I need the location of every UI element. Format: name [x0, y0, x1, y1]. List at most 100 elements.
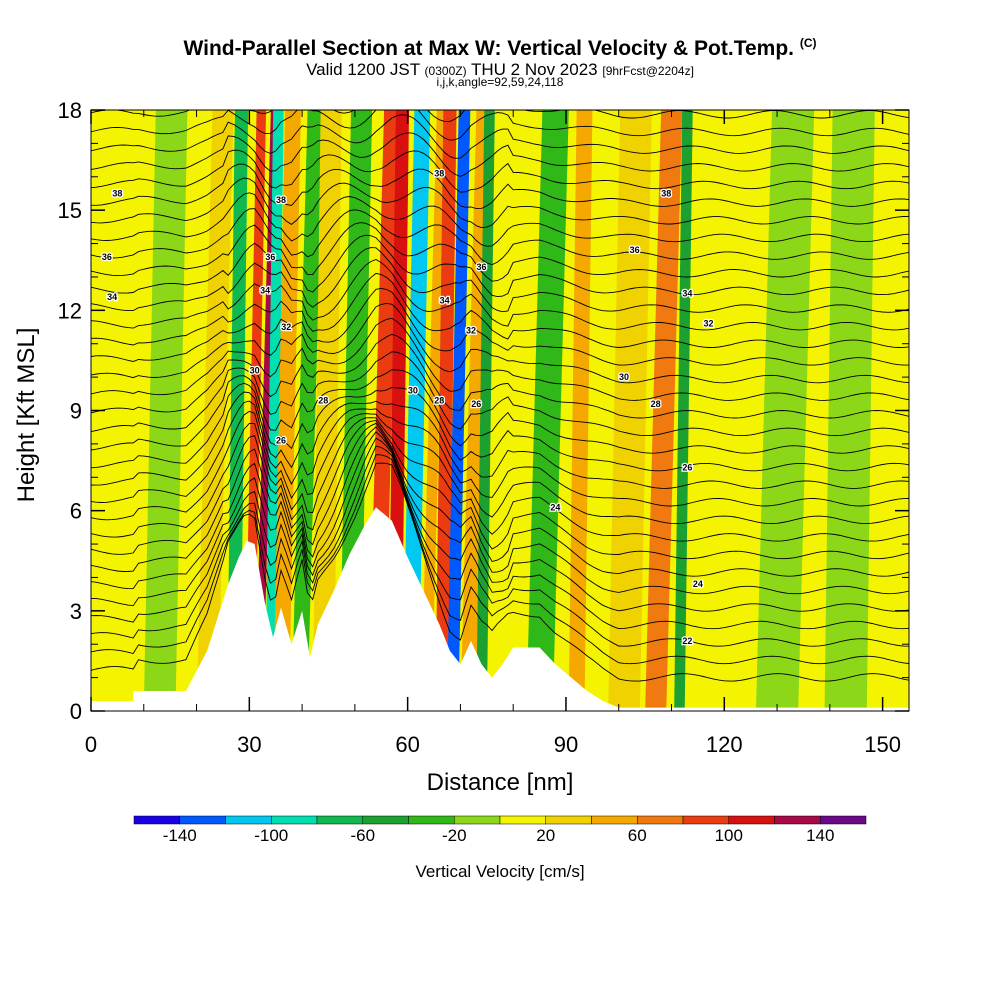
x-tick-label: 90	[554, 732, 578, 757]
x-tick-label: 60	[395, 732, 419, 757]
colorbar-swatch	[774, 815, 821, 825]
contour-label: 28	[434, 395, 444, 405]
colorbar-tick-label: -20	[441, 826, 467, 845]
theta-contour	[91, 110, 909, 122]
section-indices: i,j,k,angle=92,59,24,118	[436, 75, 564, 89]
velocity-band	[435, 110, 457, 711]
x-axis-label: Distance [nm]	[427, 769, 574, 796]
chart-title-main: Wind-Parallel Section at Max W: Vertical…	[183, 37, 794, 60]
potential-temperature-contours	[91, 62, 909, 682]
theta-contour	[91, 247, 909, 313]
theta-contour	[91, 259, 909, 331]
colorbar-swatch	[362, 815, 409, 825]
theta-contour	[91, 351, 909, 437]
colorbar-tick-label: -100	[254, 826, 289, 845]
velocity-band	[697, 110, 742, 711]
colorbar-swatch	[499, 815, 546, 825]
copyright-mark: (C)	[799, 36, 817, 50]
theta-contour	[91, 163, 909, 210]
contour-label: 26	[471, 399, 481, 409]
theta-contour	[91, 149, 909, 193]
chart-title: Wind-Parallel Section at Max W: Vertical…	[0, 36, 1000, 61]
x-tick-label: 0	[85, 732, 97, 757]
colorbar-swatch	[271, 815, 318, 825]
colorbar-swatch	[728, 815, 775, 825]
x-tick-label: 120	[706, 732, 743, 757]
theta-contour	[91, 445, 909, 647]
x-tick-label: 30	[237, 732, 261, 757]
contour-label: 22	[682, 636, 692, 646]
colorbar-tick-label: 60	[627, 826, 647, 845]
y-axis-label: Height [Kft MSL]	[13, 328, 40, 503]
valid-time: Valid 1200 JST (0300Z) THU 2 Nov 2023 [9…	[0, 60, 1000, 80]
velocity-band	[291, 110, 324, 711]
theta-contour	[91, 431, 909, 612]
contour-labels: 38 36 34 38 36 34 32 30 28 26 38 36 34 32 30 28 26 38 36 34…	[101, 167, 715, 647]
theta-contour	[91, 302, 909, 384]
valid-prefix: Valid 1200 JST	[306, 60, 420, 79]
theta-contour	[91, 410, 909, 525]
theta-contour	[91, 272, 909, 348]
contour-label: 32	[466, 325, 476, 335]
theta-contour	[91, 177, 909, 229]
contour-label: 38	[276, 195, 286, 205]
y-tick-label: 15	[58, 198, 82, 223]
valid-date: THU 2 Nov 2023	[471, 60, 598, 79]
contour-label: 24	[693, 579, 703, 589]
contour-label: 28	[318, 395, 328, 405]
contour-label: 28	[651, 399, 661, 409]
y-tick-label: 3	[70, 599, 82, 624]
contour-label: 36	[630, 245, 640, 255]
theta-contour	[91, 420, 909, 560]
velocity-band	[568, 110, 593, 711]
velocity-band	[526, 110, 569, 711]
colorbar-swatch	[408, 815, 455, 825]
theta-contour	[91, 400, 909, 507]
y-tick-label: 18	[58, 98, 82, 123]
theta-contour	[91, 114, 909, 159]
velocity-band	[420, 110, 448, 711]
contour-label: 36	[477, 262, 487, 272]
velocity-band	[824, 110, 875, 711]
contour-label: 38	[434, 168, 444, 178]
colorbar-swatch	[820, 815, 867, 825]
y-tick-label: 0	[70, 699, 82, 724]
theta-contour	[91, 317, 909, 401]
contour-label: 34	[260, 285, 270, 295]
colorbar	[133, 815, 867, 825]
contour-label: 32	[703, 319, 713, 329]
colorbar-tick-label: -140	[162, 826, 197, 845]
theta-contour	[91, 287, 909, 366]
colorbar-swatch	[179, 815, 226, 825]
colorbar-tick-label: -60	[350, 826, 376, 845]
theta-contour	[91, 369, 909, 454]
theta-contour	[91, 417, 909, 542]
velocity-band	[196, 110, 234, 711]
theta-contour	[91, 437, 909, 630]
theta-contour	[91, 132, 909, 177]
velocity-band	[608, 110, 652, 711]
theta-contour	[91, 208, 909, 266]
theta-contour	[91, 422, 909, 577]
contour-label: 38	[112, 188, 122, 198]
colorbar-swatch	[682, 815, 729, 825]
colorbar-tick-label: 100	[714, 826, 743, 845]
theta-contour	[91, 234, 909, 298]
velocity-band	[312, 110, 342, 711]
theta-contour	[91, 382, 909, 472]
theta-contour	[91, 62, 909, 103]
theta-contour	[91, 426, 909, 595]
colorbar-swatch	[133, 815, 180, 825]
y-tick-label: 9	[70, 399, 82, 424]
forecast-label: [9hrFcst@2204z]	[602, 64, 694, 78]
contour-label: 34	[440, 295, 450, 305]
theta-contour	[91, 333, 909, 419]
contour-label: 38	[661, 188, 671, 198]
plot-area: 38 36 34 38 36 34 32 30 28 26 38 36 34 32 30 28 26 38 36 34…	[91, 62, 909, 711]
theta-contour	[91, 454, 909, 665]
contour-label: 30	[619, 372, 629, 382]
velocity-band	[104, 110, 139, 711]
contour-label: 34	[107, 292, 117, 302]
contour-label: 36	[265, 252, 275, 262]
y-tick-label: 6	[70, 499, 82, 524]
